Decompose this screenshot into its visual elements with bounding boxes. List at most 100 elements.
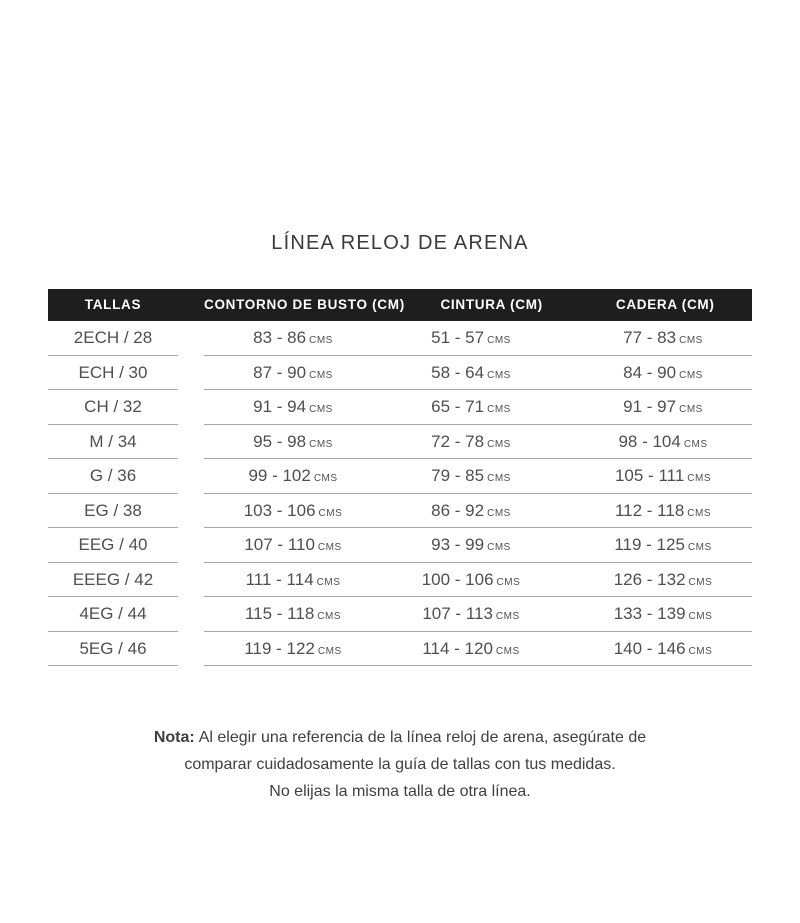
measurement-value: 126 - 132 bbox=[613, 569, 686, 589]
measurement-value: 140 - 146 bbox=[613, 638, 686, 658]
measurement-value: 98 - 104 bbox=[618, 431, 681, 451]
note-line: No elijas la misma talla de otra línea. bbox=[269, 783, 531, 800]
row-measurements: 107 - 110 CMS 93 - 99 CMS 119 - 125 CMS bbox=[204, 528, 752, 563]
measurement-value: 51 - 57 bbox=[431, 328, 485, 347]
measurement-value: 93 - 99 bbox=[431, 535, 485, 554]
cell-busto: 107 - 110 CMS bbox=[204, 528, 382, 562]
cell-busto: 111 - 114 CMS bbox=[204, 563, 382, 597]
unit-label: CMS bbox=[487, 404, 511, 415]
unit-label: CMS bbox=[679, 335, 703, 346]
unit-label: CMS bbox=[487, 542, 511, 553]
cell-cadera: 126 - 132 CMS bbox=[560, 563, 752, 597]
cell-busto: 103 - 106 CMS bbox=[204, 494, 382, 528]
measurement-value: 119 - 125 bbox=[614, 535, 685, 554]
row-gutter bbox=[178, 597, 204, 632]
row-measurements: 95 - 98 CMS 72 - 78 CMS 98 - 104 CMS bbox=[204, 425, 752, 459]
cell-cadera: 105 - 111 CMS bbox=[560, 459, 752, 493]
measurement-value: 91 - 94 bbox=[253, 397, 307, 416]
unit-label: CMS bbox=[679, 404, 703, 415]
header-measurement-group: CONTORNO DE BUSTO (CM) CINTURA (CM) CADE… bbox=[204, 289, 752, 321]
table-row: M / 34 95 - 98 CMS 72 - 78 CMS 98 - 104 CMS bbox=[48, 425, 752, 459]
cell-busto: 95 - 98 CMS bbox=[204, 425, 382, 459]
measurement-value: 65 - 71 bbox=[431, 397, 485, 416]
row-measurements: 99 - 102 CMS 79 - 85 CMS 105 - 111 CMS bbox=[204, 459, 752, 494]
unit-label: CMS bbox=[487, 507, 511, 519]
measurement-value: 58 - 64 bbox=[431, 362, 485, 382]
unit-label: CMS bbox=[687, 473, 712, 484]
cell-cintura: 86 - 92 CMS bbox=[382, 494, 560, 528]
cell-busto: 119 - 122 CMS bbox=[204, 632, 382, 666]
row-gutter bbox=[178, 494, 204, 529]
note-line: comparar cuidadosamente la guía de talla… bbox=[184, 756, 616, 773]
row-gutter bbox=[178, 321, 204, 356]
unit-label: CMS bbox=[487, 335, 511, 346]
cell-cadera: 140 - 146 CMS bbox=[560, 632, 752, 666]
table-row: EEG / 40 107 - 110 CMS 93 - 99 CMS 119 - 1… bbox=[48, 528, 752, 563]
cell-cintura: 51 - 57 CMS bbox=[382, 321, 560, 355]
unit-label: CMS bbox=[688, 611, 713, 622]
cell-talla: EEG / 40 bbox=[48, 528, 178, 563]
unit-label: CMS bbox=[317, 542, 342, 553]
row-gutter bbox=[178, 632, 204, 667]
cell-cintura: 107 - 113 CMS bbox=[382, 597, 560, 631]
unit-label: CMS bbox=[316, 576, 341, 588]
cell-busto: 87 - 90 CMS bbox=[204, 356, 382, 390]
cell-cadera: 84 - 90 CMS bbox=[560, 356, 752, 390]
unit-label: CMS bbox=[688, 576, 713, 588]
cell-cadera: 112 - 118 CMS bbox=[560, 494, 752, 528]
cell-busto: 83 - 86 CMS bbox=[204, 321, 382, 355]
row-gutter bbox=[178, 563, 204, 598]
measurement-value: 133 - 139 bbox=[613, 604, 686, 623]
unit-label: CMS bbox=[309, 438, 333, 450]
table-row: 2ECH / 28 83 - 86 CMS 51 - 57 CMS 77 - 83 C… bbox=[48, 321, 752, 356]
measurement-value: 83 - 86 bbox=[253, 328, 307, 347]
page-title: LÍNEA RELOJ DE ARENA bbox=[271, 232, 529, 254]
cell-talla: EEEG / 42 bbox=[48, 563, 178, 597]
column-header-busto: CONTORNO DE BUSTO (CM) bbox=[204, 297, 405, 312]
cell-talla: M / 34 bbox=[48, 425, 178, 459]
unit-label: CMS bbox=[495, 611, 520, 622]
cell-cintura: 79 - 85 CMS bbox=[382, 459, 560, 493]
row-gutter bbox=[178, 528, 204, 563]
unit-label: CMS bbox=[495, 645, 520, 657]
unit-label: CMS bbox=[487, 369, 511, 381]
measurement-value: 87 - 90 bbox=[253, 362, 307, 382]
row-measurements: 115 - 118 CMS 107 - 113 CMS 133 - 139 CMS bbox=[204, 597, 752, 632]
unit-label: CMS bbox=[683, 438, 708, 450]
cell-cintura: 114 - 120 CMS bbox=[382, 632, 560, 666]
unit-label: CMS bbox=[679, 369, 703, 381]
table-row: EG / 38 103 - 106 CMS 86 - 92 CMS 112 - 11… bbox=[48, 494, 752, 529]
cell-talla: 4EG / 44 bbox=[48, 597, 178, 632]
unit-label: CMS bbox=[317, 611, 342, 622]
row-gutter bbox=[178, 390, 204, 425]
measurement-value: 99 - 102 bbox=[248, 466, 311, 485]
measurement-value: 84 - 90 bbox=[623, 362, 677, 382]
measurement-value: 114 - 120 bbox=[422, 638, 493, 658]
measurement-value: 79 - 85 bbox=[431, 466, 485, 485]
row-gutter bbox=[178, 356, 204, 391]
column-header-cadera: CADERA (CM) bbox=[615, 297, 715, 312]
table-row: CH / 32 91 - 94 CMS 65 - 71 CMS 91 - 97 CMS bbox=[48, 390, 752, 425]
header-gutter bbox=[178, 289, 204, 321]
measurement-value: 107 - 113 bbox=[422, 604, 493, 623]
measurement-value: 111 - 114 bbox=[245, 569, 314, 589]
cell-talla: G / 36 bbox=[48, 459, 178, 494]
unit-label: CMS bbox=[487, 473, 511, 484]
table-row: ECH / 30 87 - 90 CMS 58 - 64 CMS 84 - 90 CM… bbox=[48, 356, 752, 391]
cell-cadera: 119 - 125 CMS bbox=[560, 528, 752, 562]
table-row: EEEG / 42 111 - 114 CMS 100 - 106 CMS 126 … bbox=[48, 563, 752, 598]
unit-label: CMS bbox=[309, 369, 333, 381]
table-row: 5EG / 46 119 - 122 CMS 114 - 120 CMS 140 -… bbox=[48, 632, 752, 667]
row-measurements: 111 - 114 CMS 100 - 106 CMS 126 - 132 CMS bbox=[204, 563, 752, 597]
note-line: Nota: Al elegir una referencia de la líne… bbox=[0, 724, 800, 751]
row-measurements: 91 - 94 CMS 65 - 71 CMS 91 - 97 CMS bbox=[204, 390, 752, 425]
cell-cintura: 100 - 106 CMS bbox=[382, 563, 560, 597]
row-gutter bbox=[178, 459, 204, 494]
unit-label: CMS bbox=[309, 335, 333, 346]
cell-cadera: 77 - 83 CMS bbox=[560, 321, 752, 355]
row-measurements: 103 - 106 CMS 86 - 92 CMS 112 - 118 CMS bbox=[204, 494, 752, 528]
cell-cintura: 72 - 78 CMS bbox=[382, 425, 560, 459]
cell-talla: EG / 38 bbox=[48, 494, 178, 528]
unit-label: CMS bbox=[688, 645, 713, 657]
row-measurements: 119 - 122 CMS 114 - 120 CMS 140 - 146 CMS bbox=[204, 632, 752, 666]
